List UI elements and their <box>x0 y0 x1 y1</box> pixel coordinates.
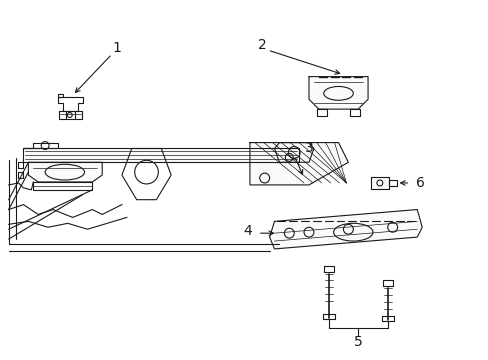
Polygon shape <box>23 148 299 162</box>
Text: 1: 1 <box>112 41 121 55</box>
Polygon shape <box>269 210 421 249</box>
Text: 4: 4 <box>243 224 252 238</box>
Text: 5: 5 <box>353 336 362 350</box>
Polygon shape <box>370 177 388 189</box>
Text: 2: 2 <box>258 38 266 52</box>
Polygon shape <box>249 143 347 185</box>
Text: 6: 6 <box>415 176 424 190</box>
Polygon shape <box>308 77 367 109</box>
Text: 3: 3 <box>304 141 313 156</box>
Polygon shape <box>28 162 102 182</box>
